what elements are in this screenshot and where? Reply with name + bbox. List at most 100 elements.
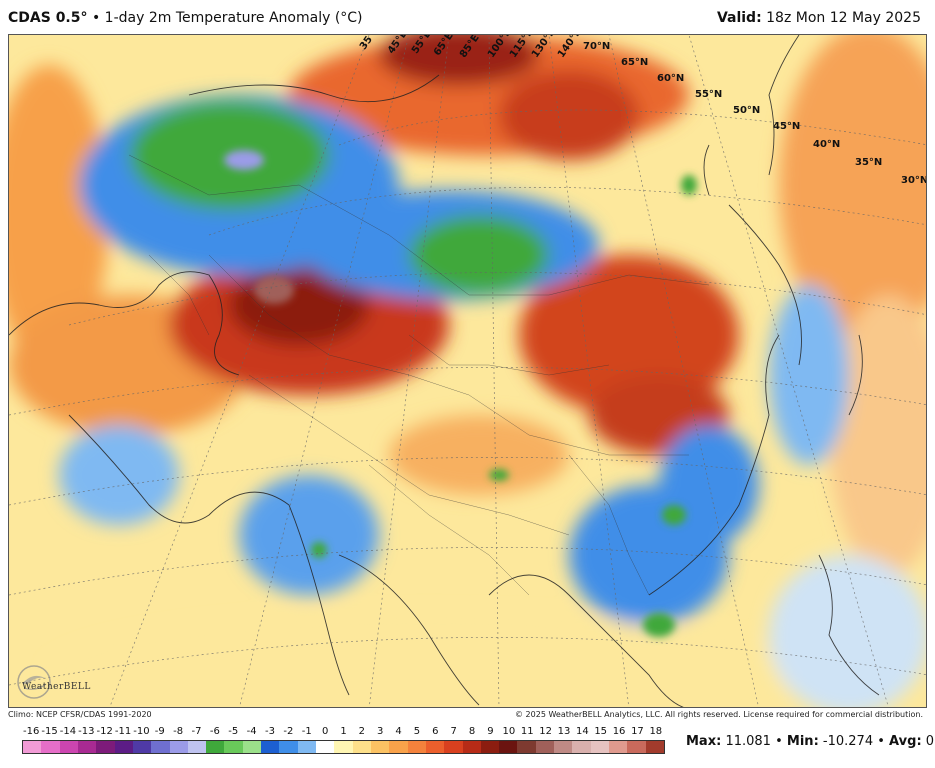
lat-label: 40°N bbox=[813, 139, 841, 150]
graticule bbox=[9, 35, 926, 707]
colorbar-tick-label: -4 bbox=[246, 726, 257, 737]
colorbar-cell bbox=[554, 741, 573, 753]
colorbar-tick-label: 13 bbox=[557, 726, 571, 737]
colorbar-cell bbox=[517, 741, 536, 753]
colorbar-cell bbox=[132, 741, 152, 753]
colorbar-tick-label: -16 bbox=[23, 726, 40, 737]
colorbar-cell bbox=[23, 741, 42, 753]
colorbar-cell bbox=[407, 741, 426, 753]
product-name: CDAS 0.5° bbox=[8, 10, 88, 26]
colorbar-tick-label: -10 bbox=[133, 726, 150, 737]
colorbar-tick-label: 15 bbox=[594, 726, 608, 737]
colorbar-tick-label: -12 bbox=[96, 726, 113, 737]
coastlines bbox=[9, 35, 880, 707]
colorbar-cell bbox=[187, 741, 207, 753]
colorbar-tick-label: -1 bbox=[301, 726, 312, 737]
climo-note: Climo: NCEP CFSR/CDAS 1991-2020 bbox=[8, 710, 152, 719]
colorbar-cell bbox=[261, 741, 280, 753]
max-value: 11.081 bbox=[725, 734, 771, 749]
colorbar-cell bbox=[316, 741, 335, 753]
colorbar-cell bbox=[609, 741, 628, 753]
colorbar-cell bbox=[297, 741, 316, 753]
colorbar-tick-label: 14 bbox=[575, 726, 589, 737]
colorbar-tick-label: 7 bbox=[450, 726, 457, 737]
colorbar-cell bbox=[444, 741, 463, 753]
title-separator: • bbox=[91, 10, 101, 26]
colorbar-tick-label: -9 bbox=[154, 726, 165, 737]
colorbar-cell bbox=[169, 741, 188, 753]
avg-label: Avg bbox=[889, 734, 917, 749]
lat-label: 65°N bbox=[621, 57, 649, 68]
colorbar-tick-label: 8 bbox=[468, 726, 476, 737]
colorbar-cell bbox=[59, 741, 78, 753]
colorbar-tick-label: 16 bbox=[612, 726, 626, 737]
colorbar-tick-label: -7 bbox=[191, 726, 202, 737]
colorbar-cell bbox=[41, 741, 60, 753]
stats-readout: Max: 11.081 • Min: -10.274 • Avg: 0.582 bbox=[686, 734, 935, 749]
colorbar-cell bbox=[425, 741, 445, 753]
valid-label: Valid: bbox=[716, 10, 762, 26]
colorbar-cell bbox=[590, 741, 609, 753]
colorbar-cell bbox=[462, 741, 481, 753]
colorbar-tick-label: 4 bbox=[395, 726, 402, 737]
colorbar-tick-label: -6 bbox=[209, 726, 220, 737]
colorbar-tick-label: 18 bbox=[649, 726, 663, 737]
lat-label: 50°N bbox=[733, 105, 761, 116]
colorbar-tick-label: 17 bbox=[631, 726, 644, 737]
colorbar-tick-label: 5 bbox=[413, 726, 421, 737]
colorbar-tick-label: 2 bbox=[358, 726, 366, 737]
colorbar-cell bbox=[151, 741, 170, 753]
colorbar-tick-label: -8 bbox=[173, 726, 184, 737]
logo-text: WeatherBELL bbox=[22, 682, 91, 692]
lat-label: 30°N bbox=[901, 175, 927, 186]
lat-label: 35°N bbox=[855, 157, 883, 168]
logo-swirl-icon bbox=[17, 665, 51, 699]
colorbar-cell bbox=[572, 741, 591, 753]
valid-value: 18z Mon 12 May 2025 bbox=[766, 10, 921, 26]
colorbar-tick-label: -5 bbox=[228, 726, 239, 737]
min-value: -10.274 bbox=[822, 734, 874, 749]
colorbar-cell bbox=[627, 741, 646, 753]
colorbar bbox=[22, 740, 665, 754]
borders bbox=[128, 154, 710, 596]
colorbar-tick-label: 12 bbox=[539, 726, 552, 737]
lat-label: 60°N bbox=[657, 73, 685, 84]
colorbar-cell bbox=[370, 741, 390, 753]
weatherbell-logo: WeatherBELL bbox=[14, 662, 94, 702]
max-label: Max bbox=[686, 734, 717, 749]
map-title: CDAS 0.5° • 1-day 2m Temperature Anomaly… bbox=[8, 10, 363, 26]
lat-label: 70°N bbox=[583, 41, 611, 52]
lat-label: 55°N bbox=[695, 89, 723, 100]
colorbar-cell bbox=[535, 741, 555, 753]
anomaly-map: 70°N 65°N 60°N 55°N 50°N 45°N 40°N 35°N … bbox=[8, 34, 927, 708]
valid-time: Valid: 18z Mon 12 May 2025 bbox=[717, 10, 921, 26]
colorbar-cell bbox=[96, 741, 115, 753]
colorbar-tick-label: 1 bbox=[340, 726, 347, 737]
anomaly-field bbox=[9, 35, 926, 707]
colorbar-cell bbox=[334, 741, 353, 753]
colorbar-cell bbox=[77, 741, 97, 753]
min-label: Min bbox=[786, 734, 814, 749]
colorbar-tick-label: -14 bbox=[59, 726, 77, 737]
colorbar-cell bbox=[389, 741, 408, 753]
colorbar-tick-label: -15 bbox=[41, 726, 58, 737]
colorbar-cell bbox=[114, 741, 133, 753]
colorbar-tick-label: -11 bbox=[114, 726, 132, 737]
colorbar-cell bbox=[499, 741, 518, 753]
colorbar-tick-label: 0 bbox=[321, 726, 329, 737]
colorbar-ticks: -16 -15 -14 -13 -12 -11 -10 -9 -8 -7 -6 -5 -4 -3 -2 -1 0… bbox=[22, 726, 665, 738]
colorbar-cell bbox=[352, 741, 371, 753]
colorbar-cell bbox=[242, 741, 262, 753]
copyright-note: © 2025 WeatherBELL Analytics, LLC. All r… bbox=[515, 710, 923, 719]
colorbar-tick-label: -2 bbox=[283, 726, 294, 737]
colorbar-tick-label: 10 bbox=[502, 726, 516, 737]
header-bar: CDAS 0.5° • 1-day 2m Temperature Anomaly… bbox=[0, 0, 935, 34]
colorbar-tick-label: 11 bbox=[520, 726, 534, 737]
colorbar-cell bbox=[480, 741, 500, 753]
colorbar-cell bbox=[206, 741, 225, 753]
colorbar-tick-label: 6 bbox=[432, 726, 439, 737]
colorbar-cell bbox=[645, 741, 664, 753]
lat-label: 45°N bbox=[773, 121, 801, 132]
colorbar-tick-label: 3 bbox=[377, 726, 384, 737]
colorbar-cell bbox=[279, 741, 298, 753]
